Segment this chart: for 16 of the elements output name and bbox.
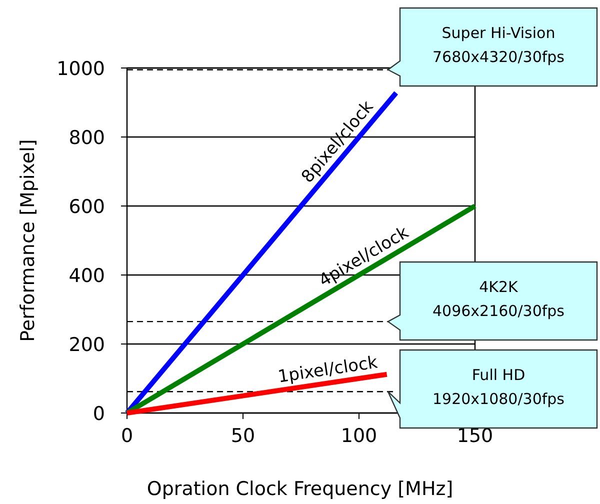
x-tick-label: 100 <box>340 425 378 447</box>
y-axis-title: Performance [Mpixel] <box>17 139 39 342</box>
x-tick-label: 150 <box>456 425 494 447</box>
y-tick-label: 600 <box>68 196 105 218</box>
ref-line-label: Super Hi-Vision 7680x4320/30fps <box>432 24 565 66</box>
annotation: 1pixel/clock <box>276 352 380 388</box>
y-tick-label: 400 <box>68 265 105 287</box>
x-axis-title: Opration Clock Frequency [MHz] <box>146 478 454 500</box>
y-tick-label: 200 <box>68 334 105 356</box>
ref-line-label: Full HD 1920x1080/30fps <box>432 366 565 408</box>
x-tick-label: 50 <box>230 425 256 447</box>
ref-line-label: 4K2K 4096x2160/30fps <box>432 278 565 320</box>
y-tick-label: 800 <box>68 127 105 149</box>
x-tick-label: 0 <box>120 425 134 447</box>
y-tick-label: 0 <box>92 403 105 425</box>
y-tick-label: 1000 <box>56 58 105 80</box>
